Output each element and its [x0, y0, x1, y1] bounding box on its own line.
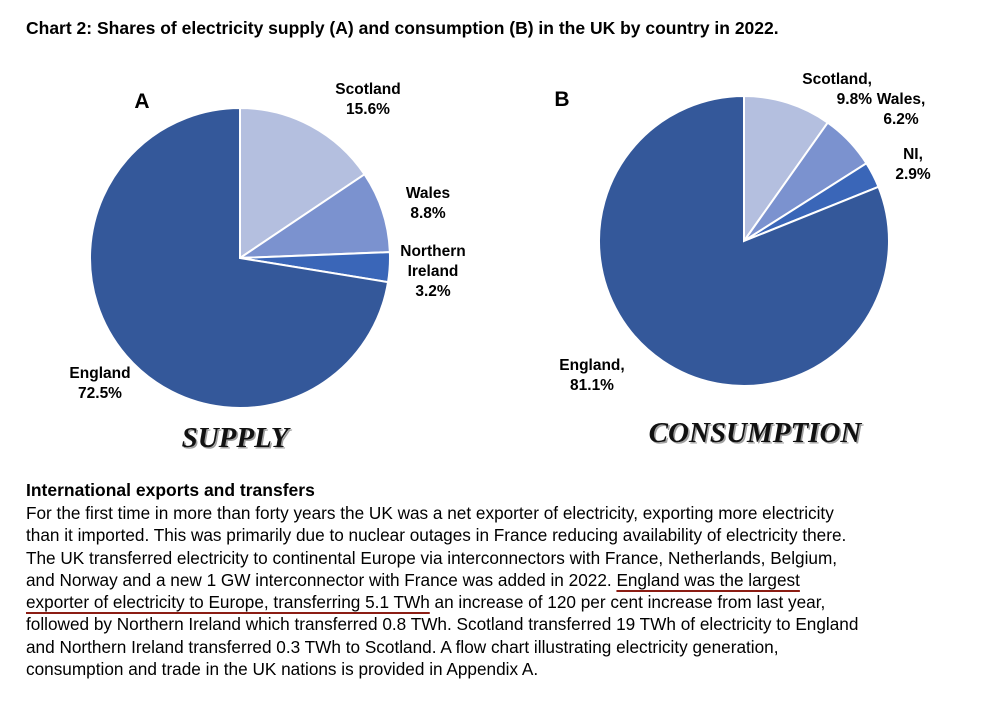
highlighted-text: England was the largest [616, 569, 800, 590]
paragraph-line: followed by Northern Ireland which trans… [26, 613, 986, 635]
paragraph-line: than it imported. This was primarily due… [26, 524, 986, 546]
paragraph-line: and Norway and a new 1 GW interconnector… [26, 569, 986, 591]
text-run: an increase of 120 per cent increase fro… [429, 592, 826, 613]
pie-slice-scotland [239, 106, 366, 260]
chart-caption: CONSUMPTION [649, 417, 863, 449]
text-run: and Norway and a new 1 GW interconnector… [26, 569, 617, 590]
svg-text:CONSUMPTION: CONSUMPTION [650, 419, 864, 451]
pie-slice-wales [236, 172, 391, 260]
slice-label-scotland: Scotland, 9.8% [802, 71, 872, 108]
text-run: The UK transferred electricity to contin… [26, 547, 838, 568]
panel-letter: A [134, 90, 149, 113]
svg-text:SUPPLY: SUPPLY [183, 424, 292, 456]
section-heading: International exports and transfers [26, 480, 315, 500]
paragraph-line: consumption and trade in the UK nations … [26, 658, 986, 680]
section-body: For the first time in more than forty ye… [26, 502, 986, 680]
slice-label-england: England 72.5% [69, 365, 130, 402]
chart-caption: SUPPLY [182, 422, 291, 454]
text-run: and Northern Ireland transferred 0.3 TWh… [26, 636, 779, 657]
pie-chart-supply: Scotland 15.6% Wales 8.8% Northern Ireland 3.2… [69, 81, 465, 456]
slice-label-northern-ireland: Northern Ireland 3.2% [400, 243, 465, 300]
text-run: than it imported. This was primarily due… [26, 525, 847, 546]
text-run: For the first time in more than forty ye… [26, 503, 834, 523]
paragraph-line: exporter of electricity to Europe, trans… [26, 591, 986, 613]
paragraph-line: For the first time in more than forty ye… [26, 502, 986, 524]
chart-title: Chart 2: Shares of electricity supply (A… [26, 18, 779, 38]
slice-label-ni: NI, 2.9% [895, 146, 931, 183]
charts: Scotland 15.6% Wales 8.8% Northern Ireland 3.2… [69, 71, 930, 456]
highlighted-text: exporter of electricity to Europe, trans… [26, 592, 430, 613]
pie-slice-scotland [743, 94, 830, 245]
paragraph-line: and Northern Ireland transferred 0.3 TWh… [26, 636, 986, 658]
slice-label-wales: Wales, 6.2% [877, 91, 926, 128]
pie-chart-consumption: Scotland, 9.8% Wales, 6.2% NI, 2.9% England, 81… [554, 71, 930, 451]
slice-label-england: England, 81.1% [559, 357, 624, 394]
pie-slice-england [598, 94, 890, 387]
slice-label-wales: Wales 8.8% [406, 185, 450, 222]
pie-slice-england [89, 106, 390, 409]
text-run: followed by Northern Ireland which trans… [26, 614, 859, 635]
panel-letter: B [554, 88, 569, 111]
slice-label-scotland: Scotland 15.6% [335, 81, 400, 118]
paragraph-line: The UK transferred electricity to contin… [26, 547, 986, 569]
text-run: consumption and trade in the UK nations … [26, 659, 539, 680]
